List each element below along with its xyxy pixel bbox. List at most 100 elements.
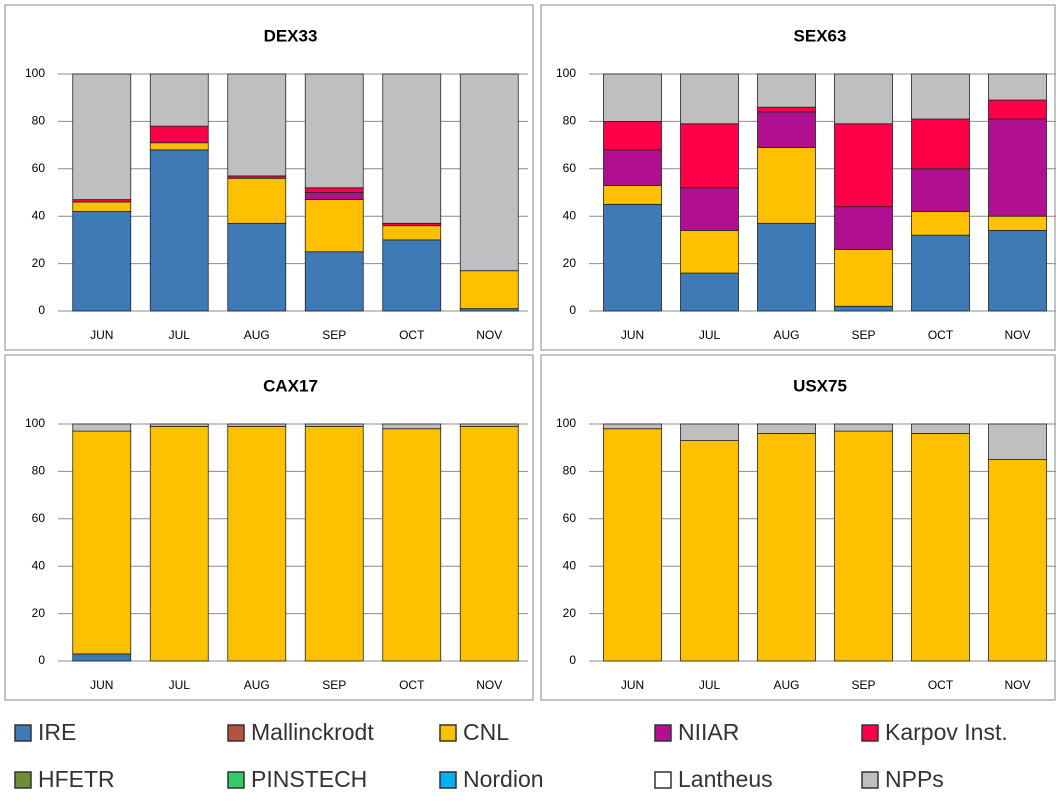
bar-segment — [988, 99, 1047, 120]
bar-segment — [988, 230, 1047, 312]
chart-title: DEX33 — [264, 26, 318, 45]
bar-segment — [603, 121, 662, 151]
bar-segment — [304, 251, 364, 312]
legend-label: CNL — [463, 719, 509, 745]
bar-segment — [680, 440, 739, 662]
bar-segment — [834, 423, 893, 432]
x-tick-label: AUG — [244, 328, 270, 342]
bar-segment — [757, 423, 816, 434]
y-tick-label: 100 — [25, 66, 45, 80]
y-tick-label: 80 — [563, 464, 577, 478]
bar-segment — [149, 425, 209, 662]
x-tick-label: NOV — [1004, 328, 1030, 342]
bar-segment — [988, 459, 1047, 662]
bar-segment — [149, 125, 209, 144]
bar-segment — [680, 230, 739, 274]
y-tick-label: 0 — [569, 653, 576, 667]
bar-segment — [382, 428, 442, 662]
legend-label: Nordion — [463, 766, 544, 792]
bar-segment — [988, 423, 1047, 460]
bar-segment — [834, 123, 893, 208]
legend-label: Lantheus — [678, 766, 773, 792]
y-tick-label: 40 — [563, 208, 577, 222]
bar-segment — [757, 106, 816, 113]
x-tick-label: OCT — [928, 678, 954, 692]
x-tick-label: OCT — [399, 328, 425, 342]
legend-label: PINSTECH — [251, 766, 367, 792]
bar-segment — [757, 222, 816, 312]
x-tick-label: JUL — [699, 328, 721, 342]
x-tick-label: SEP — [322, 678, 346, 692]
bar-segment — [603, 428, 662, 662]
bar-segment — [227, 423, 287, 427]
bar-segment — [834, 305, 893, 312]
x-tick-label: NOV — [476, 678, 502, 692]
bar-segment — [911, 433, 970, 662]
bar-segment — [680, 73, 739, 125]
bar-segment — [834, 430, 893, 662]
bar-segment — [459, 425, 519, 662]
bar-segment — [911, 423, 970, 434]
chart-title: SEX63 — [794, 26, 847, 45]
x-tick-label: JUL — [699, 678, 721, 692]
bar-segment — [72, 201, 132, 212]
bar-segment — [911, 234, 970, 312]
y-tick-label: 40 — [32, 558, 46, 572]
chart-title: USX75 — [793, 376, 847, 395]
bar-segment — [988, 73, 1047, 101]
bar-segment — [603, 149, 662, 186]
y-tick-label: 100 — [25, 416, 45, 430]
y-tick-label: 60 — [32, 161, 46, 175]
y-tick-label: 60 — [32, 511, 46, 525]
bar-segment — [304, 423, 364, 427]
bar-segment — [459, 270, 519, 310]
legend-swatch — [227, 724, 245, 742]
x-tick-label: SEP — [851, 328, 875, 342]
x-tick-label: JUN — [621, 328, 644, 342]
x-tick-label: SEP — [851, 678, 875, 692]
bar-segment — [304, 73, 364, 189]
bar-segment — [834, 73, 893, 125]
x-tick-label: NOV — [1004, 678, 1030, 692]
bar-segment — [603, 203, 662, 312]
y-tick-label: 60 — [563, 511, 577, 525]
bar-segment — [834, 206, 893, 250]
bar-segment — [382, 73, 442, 224]
y-tick-label: 100 — [556, 416, 576, 430]
bar-segment — [911, 168, 970, 212]
bar-segment — [72, 211, 132, 312]
bar-segment — [757, 147, 816, 224]
y-tick-label: 100 — [556, 66, 576, 80]
y-tick-label: 40 — [32, 208, 46, 222]
bar-segment — [911, 211, 970, 236]
legend-swatch — [439, 771, 457, 789]
legend-label: Karpov Inst. — [885, 719, 1008, 745]
bar-segment — [911, 118, 970, 170]
legend-swatch — [14, 724, 32, 742]
bar-segment — [304, 425, 364, 662]
x-tick-label: OCT — [928, 328, 954, 342]
legend-swatch — [654, 771, 672, 789]
y-tick-label: 0 — [38, 653, 45, 667]
legend-swatch — [654, 724, 672, 742]
y-tick-label: 20 — [32, 606, 46, 620]
bar-segment — [757, 111, 816, 148]
bar-segment — [227, 177, 287, 224]
legend-label: IRE — [38, 719, 76, 745]
bar-segment — [603, 423, 662, 430]
x-tick-label: AUG — [244, 678, 270, 692]
bar-segment — [227, 222, 287, 312]
bar-segment — [911, 73, 970, 120]
bar-segment — [680, 423, 739, 441]
x-tick-label: SEP — [322, 328, 346, 342]
bar-segment — [72, 423, 132, 432]
legend-label: NIIAR — [678, 719, 739, 745]
legend-label: Mallinckrodt — [251, 719, 374, 745]
y-tick-label: 80 — [32, 114, 46, 128]
bar-segment — [834, 248, 893, 307]
legend-swatch — [439, 724, 457, 742]
chart-title: CAX17 — [263, 376, 318, 395]
bar-segment — [680, 272, 739, 312]
legend-swatch — [14, 771, 32, 789]
